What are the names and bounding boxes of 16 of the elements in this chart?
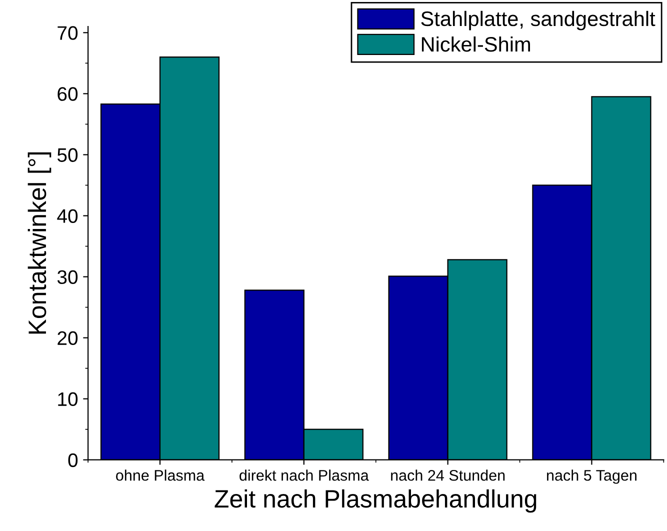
y-tick-label: 0 xyxy=(68,453,78,468)
x-tick-label: nach 24 Stunden xyxy=(391,470,505,481)
y-tick-label: 50 xyxy=(57,148,78,162)
y-tick-label: 40 xyxy=(57,209,78,223)
y-tick-label: 60 xyxy=(58,87,78,101)
x-tick-label: nach 5 Tagen xyxy=(546,470,636,484)
y-tick-label: 30 xyxy=(57,270,78,284)
legend-label: Nickel-Shim xyxy=(422,36,530,52)
x-tick-label: ohne Plasma xyxy=(116,470,205,481)
legend-label: Stahlplatte, sandgestrahlt xyxy=(421,10,656,30)
y-axis-title: Kontaktwinkel [°] xyxy=(28,152,52,334)
x-axis-title: Zeit nach Plasmabehandlung xyxy=(214,489,536,513)
y-tick-label: 10 xyxy=(58,392,78,406)
y-tick-label: 70 xyxy=(58,26,78,40)
x-tick-label: direkt nach Plasma xyxy=(240,470,369,481)
y-tick-label: 20 xyxy=(58,331,78,346)
